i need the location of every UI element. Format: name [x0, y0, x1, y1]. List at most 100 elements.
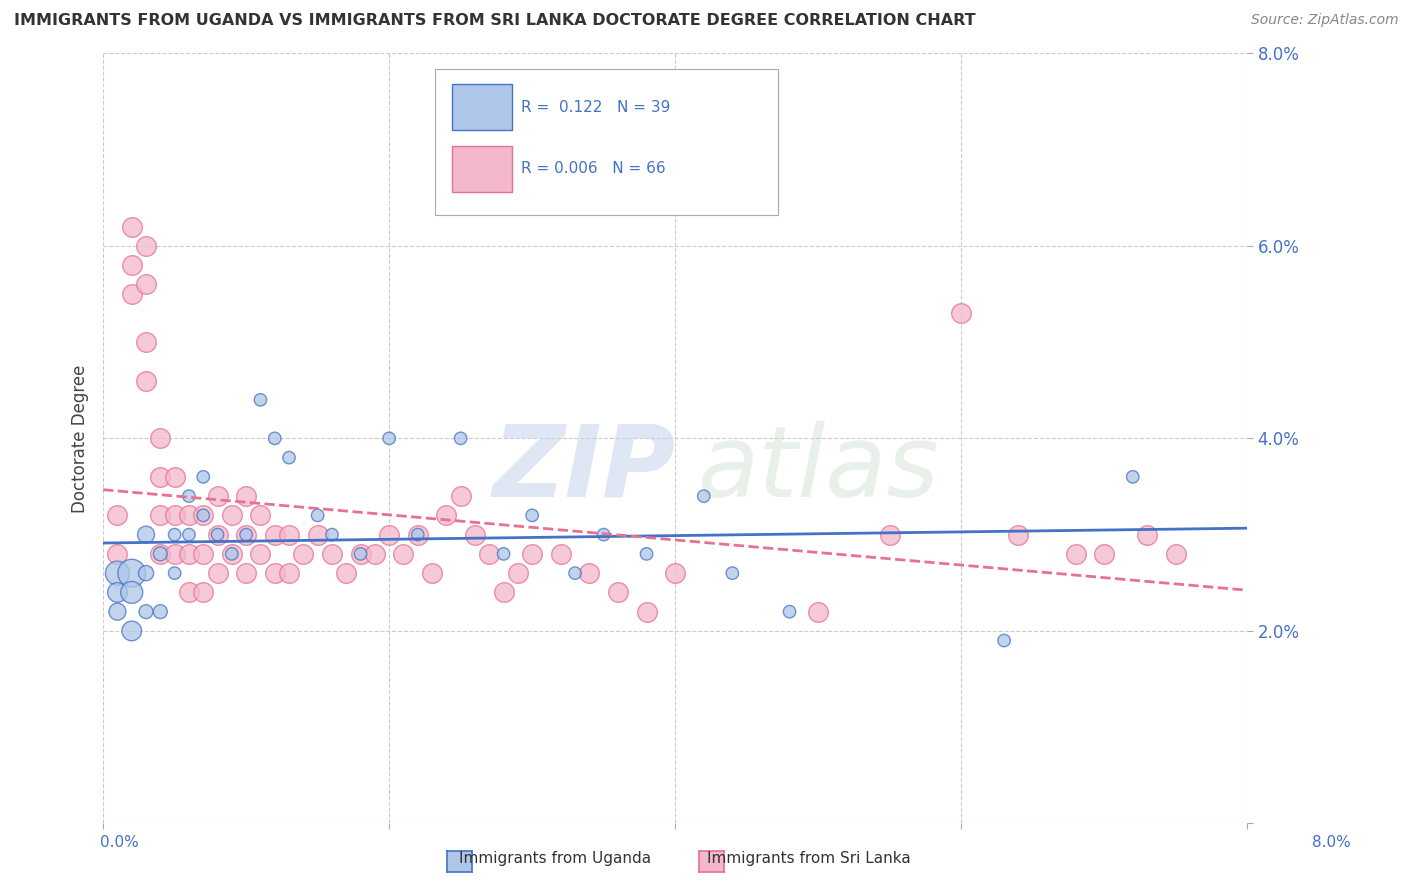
Point	[1064, 547, 1087, 561]
Point	[163, 508, 186, 523]
Point	[207, 489, 229, 503]
Point	[193, 470, 215, 484]
Point	[450, 431, 472, 445]
Point	[121, 287, 143, 301]
Point	[321, 547, 343, 561]
Point	[693, 489, 716, 503]
Point	[207, 527, 229, 541]
Point	[1122, 470, 1144, 484]
Point	[177, 489, 200, 503]
Point	[307, 527, 329, 541]
FancyBboxPatch shape	[434, 69, 778, 215]
Point	[564, 566, 586, 581]
Point	[207, 527, 229, 541]
Point	[1164, 547, 1187, 561]
Point	[135, 334, 157, 349]
Point	[177, 508, 200, 523]
Point	[278, 566, 301, 581]
Point	[349, 547, 371, 561]
Point	[636, 605, 658, 619]
Point	[207, 566, 229, 581]
Text: Immigrants from Sri Lanka: Immigrants from Sri Lanka	[707, 851, 910, 865]
Point	[149, 470, 172, 484]
Point	[149, 431, 172, 445]
Point	[149, 547, 172, 561]
Point	[177, 547, 200, 561]
Point	[107, 566, 129, 581]
Point	[249, 392, 271, 407]
Point	[721, 566, 744, 581]
Point	[492, 547, 515, 561]
Point	[520, 508, 543, 523]
Point	[607, 585, 630, 599]
Point	[149, 547, 172, 561]
Point	[193, 508, 215, 523]
Point	[364, 547, 387, 561]
Point	[193, 585, 215, 599]
Point	[335, 566, 357, 581]
Point	[879, 527, 901, 541]
Point	[163, 566, 186, 581]
Point	[1136, 527, 1159, 541]
Point	[636, 547, 658, 561]
Point	[378, 527, 401, 541]
Point	[478, 547, 501, 561]
Point	[107, 547, 129, 561]
Point	[321, 527, 343, 541]
Point	[163, 470, 186, 484]
Text: Source: ZipAtlas.com: Source: ZipAtlas.com	[1251, 13, 1399, 28]
Point	[578, 566, 600, 581]
Point	[993, 633, 1015, 648]
Point	[177, 585, 200, 599]
Point	[107, 585, 129, 599]
Point	[121, 566, 143, 581]
Point	[263, 566, 285, 581]
Point	[307, 508, 329, 523]
Point	[221, 547, 243, 561]
Text: R = 0.006   N = 66: R = 0.006 N = 66	[520, 161, 665, 177]
Point	[464, 527, 486, 541]
FancyBboxPatch shape	[453, 84, 512, 130]
Point	[263, 431, 285, 445]
Text: IMMIGRANTS FROM UGANDA VS IMMIGRANTS FROM SRI LANKA DOCTORATE DEGREE CORRELATION: IMMIGRANTS FROM UGANDA VS IMMIGRANTS FRO…	[14, 13, 976, 29]
Point	[278, 527, 301, 541]
Point	[177, 527, 200, 541]
Point	[121, 624, 143, 638]
Text: ZIP: ZIP	[492, 421, 675, 517]
Text: 0.0%: 0.0%	[100, 836, 139, 850]
Point	[492, 585, 515, 599]
Point	[135, 605, 157, 619]
Point	[406, 527, 429, 541]
Point	[406, 527, 429, 541]
Point	[592, 527, 614, 541]
Point	[235, 527, 257, 541]
Point	[807, 605, 830, 619]
Point	[950, 306, 973, 320]
Point	[221, 547, 243, 561]
Point	[292, 547, 315, 561]
Point	[249, 547, 271, 561]
Point	[121, 585, 143, 599]
Point	[550, 547, 572, 561]
Point	[263, 527, 285, 541]
Point	[235, 527, 257, 541]
Point	[163, 547, 186, 561]
Y-axis label: Doctorate Degree: Doctorate Degree	[72, 364, 89, 513]
Point	[193, 547, 215, 561]
Point	[450, 489, 472, 503]
Point	[349, 547, 371, 561]
Point	[520, 547, 543, 561]
Point	[149, 605, 172, 619]
Point	[434, 508, 457, 523]
Point	[221, 508, 243, 523]
Point	[420, 566, 443, 581]
Point	[135, 566, 157, 581]
FancyBboxPatch shape	[453, 145, 512, 192]
Point	[135, 374, 157, 388]
Point	[193, 508, 215, 523]
Point	[1007, 527, 1029, 541]
Text: R =  0.122   N = 39: R = 0.122 N = 39	[520, 100, 671, 115]
Text: atlas: atlas	[697, 421, 939, 517]
Point	[664, 566, 686, 581]
Point	[249, 508, 271, 523]
